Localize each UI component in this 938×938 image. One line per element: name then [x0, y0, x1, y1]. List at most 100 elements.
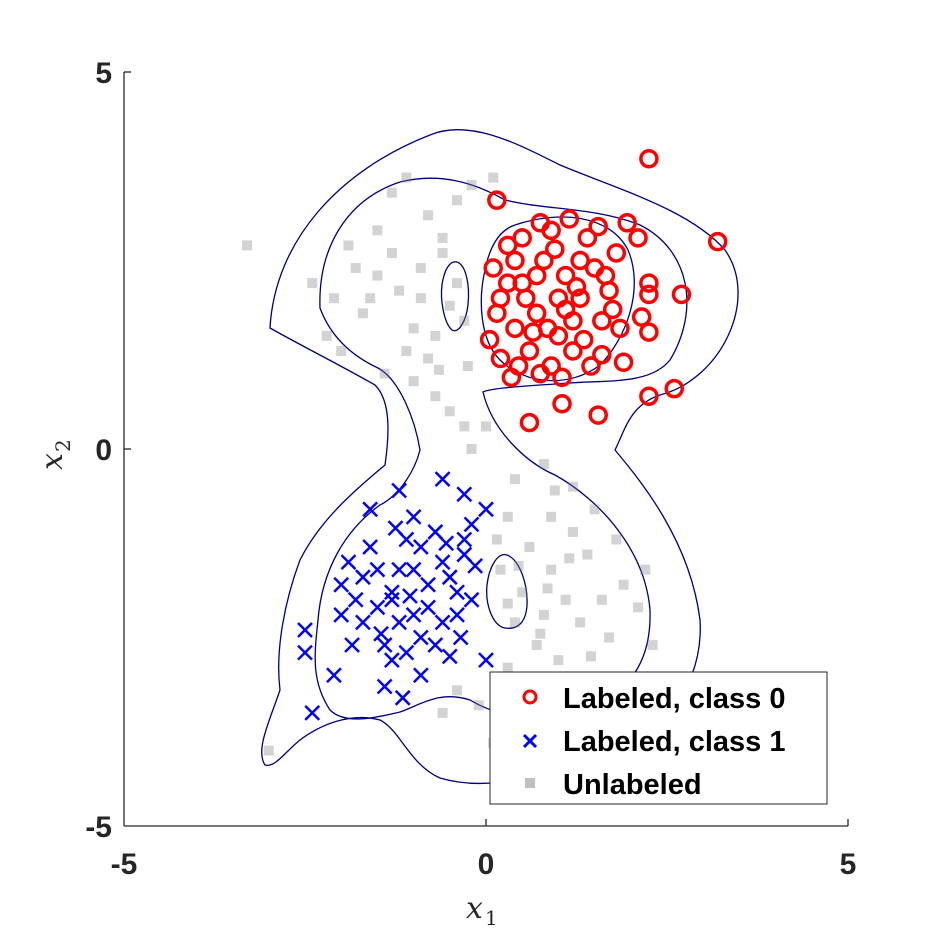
class1-point — [438, 535, 455, 552]
class1-point — [376, 678, 393, 695]
legend-marker-unlabeled — [525, 778, 535, 788]
unlabeled-point — [538, 609, 549, 620]
class1-point — [434, 614, 451, 631]
class0-point — [508, 356, 529, 376]
class0-point — [592, 345, 612, 365]
unlabeled-point — [430, 330, 441, 341]
unlabeled-point — [372, 225, 383, 236]
unlabeled-point — [444, 300, 455, 311]
class1-point — [362, 539, 379, 555]
unlabeled-point — [546, 511, 557, 522]
class1-point — [456, 486, 473, 503]
class1-point — [326, 667, 342, 684]
class0-point — [613, 352, 634, 373]
unlabeled-point — [415, 263, 426, 274]
x-axis-label: x 1 — [466, 891, 498, 930]
unlabeled-point — [462, 361, 473, 372]
unlabeled-point — [437, 247, 448, 258]
unlabeled-point — [567, 481, 578, 492]
unlabeled-point — [466, 444, 477, 454]
class0-point — [628, 228, 648, 248]
unlabeled-point — [242, 240, 253, 251]
class1-point — [387, 520, 404, 537]
class1-point — [391, 482, 408, 499]
unlabeled-point — [509, 474, 520, 485]
unlabeled-point — [263, 745, 274, 756]
y-axis-label-subscript: 2 — [51, 439, 75, 452]
unlabeled-point — [488, 172, 499, 183]
unlabeled-point — [321, 330, 332, 341]
unlabeled-point — [459, 315, 470, 326]
unlabeled-point — [372, 270, 383, 281]
unlabeled-point — [307, 278, 318, 289]
class0-point — [555, 265, 576, 286]
contour-inner-upper — [440, 261, 470, 332]
class0-point — [566, 277, 587, 297]
class1-point — [412, 667, 429, 684]
class0-point — [555, 299, 576, 320]
class0-point — [552, 367, 572, 388]
class1-point — [369, 561, 386, 578]
y-axis-label: x 2 — [35, 439, 75, 470]
y-axis-label-main: x — [35, 453, 70, 470]
unlabeled-point — [394, 285, 405, 296]
class0-point — [479, 329, 500, 350]
class1-point — [412, 539, 429, 555]
class0-point — [505, 250, 525, 271]
unlabeled-point — [502, 511, 513, 522]
class1-point — [449, 584, 465, 601]
legend: Labeled, class 0 Labeled, class 1 Unlabe… — [489, 671, 828, 805]
unlabeled-point — [502, 662, 513, 673]
unlabeled-point — [430, 391, 441, 402]
class1-point — [398, 644, 415, 661]
class0-point — [588, 405, 608, 425]
class0-point — [563, 341, 583, 361]
unlabeled-point — [604, 632, 615, 643]
unlabeled-point — [415, 293, 426, 304]
class1-point — [405, 561, 422, 578]
class1-point — [420, 599, 436, 616]
class1-point — [434, 554, 451, 570]
unlabeled-point — [459, 421, 470, 432]
class0-point — [516, 288, 536, 308]
unlabeled-point — [452, 685, 463, 696]
legend-box — [489, 671, 828, 805]
class1-point — [441, 648, 458, 665]
x-axis-label-main: x — [466, 891, 483, 926]
class0-point — [639, 148, 659, 169]
class0-point — [570, 288, 590, 308]
y-tick-label: 0 — [95, 434, 112, 467]
unlabeled-point — [549, 485, 560, 496]
class1-point — [383, 591, 400, 608]
class0-point — [519, 412, 540, 433]
unlabeled-point — [589, 504, 600, 515]
unlabeled-point — [531, 640, 542, 651]
unlabeled-point — [564, 553, 575, 564]
unlabeled-point — [452, 195, 463, 206]
unlabeled-point — [633, 602, 644, 613]
class1-point — [391, 561, 408, 578]
unlabeled-point — [481, 421, 491, 432]
class1-point — [347, 591, 364, 608]
unlabeled-point — [336, 345, 347, 356]
class0-point — [639, 284, 659, 305]
unlabeled-point — [423, 353, 434, 364]
y-tick-label: -5 — [85, 811, 112, 844]
class1-point — [434, 471, 451, 488]
class1-point — [420, 576, 436, 593]
class0-point — [595, 265, 616, 286]
contour-inner-lower — [486, 554, 528, 629]
unlabeled-point — [444, 406, 455, 417]
class1-point — [478, 501, 494, 518]
class0-point — [671, 284, 692, 305]
class0-point — [526, 265, 547, 286]
class0-point — [530, 213, 551, 233]
class0-point — [639, 322, 659, 342]
class0-point — [606, 243, 627, 263]
class0-point — [631, 307, 652, 327]
class0-point — [559, 209, 580, 229]
unlabeled-point — [365, 293, 376, 304]
class0-point — [602, 299, 623, 320]
unlabeled-point — [509, 617, 520, 628]
